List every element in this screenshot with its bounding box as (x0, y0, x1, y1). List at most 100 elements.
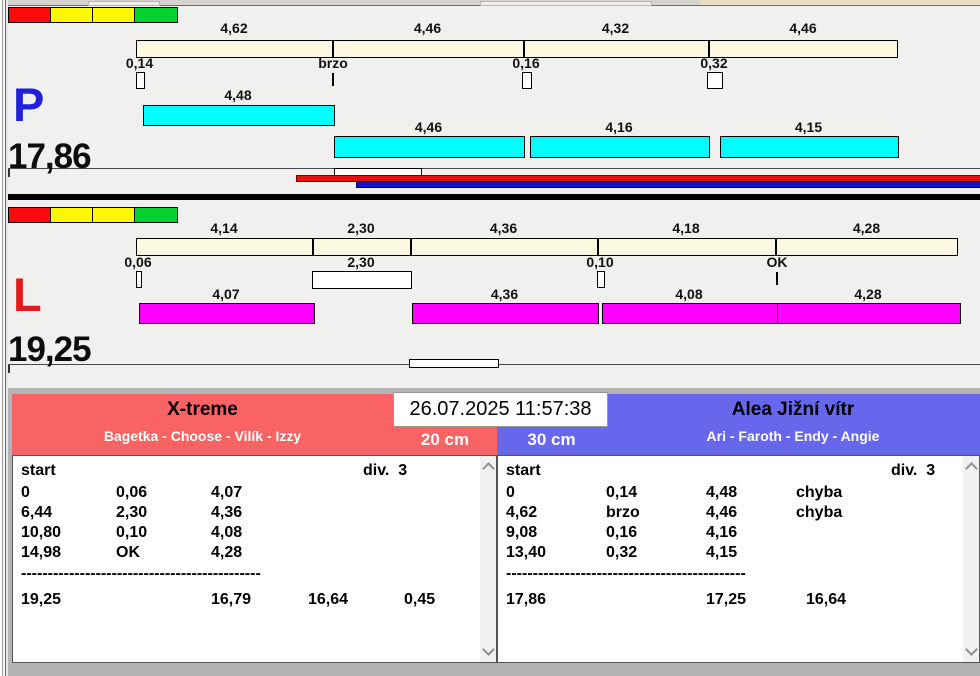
split-time-label: 4,18 (672, 220, 700, 236)
split-divider (312, 239, 314, 255)
start-light (50, 207, 94, 223)
dog-run-bar (777, 303, 961, 324)
dog-time-label: 4,15 (794, 119, 823, 135)
photocell-white-bar (409, 359, 499, 368)
left-team-name: X-treme (167, 399, 238, 420)
table-cell: 4,48 (706, 484, 738, 501)
split-divider (597, 239, 599, 255)
table-header-division: div. 3 (363, 462, 408, 479)
right-jump-height: 30 cm (527, 430, 576, 449)
table-cell: chyba (796, 504, 843, 521)
table-cell: 0,14 (606, 484, 638, 501)
baseline-origin-tick (8, 169, 10, 177)
split-divider (332, 41, 334, 57)
split-time-label: 4,36 (489, 220, 518, 236)
chevron-down-icon[interactable] (482, 643, 495, 656)
right-team-name: Alea Jižní vítr (731, 399, 855, 420)
dog-time-label: 4,48 (224, 87, 252, 103)
chevron-up-icon[interactable] (965, 462, 978, 475)
split-time-label: 4,62 (220, 20, 248, 36)
left-team-dogs: Bagetka - Choose - Vilík - Izzy (103, 428, 302, 444)
table-separator: ----------------------------------------… (21, 569, 261, 582)
dog-run-bar (139, 303, 315, 324)
table-cell: brzo (606, 504, 640, 521)
right-results-table: start div. 3 0 0,14 4,48 chyba 4,62 brzo 4,46 chy… (497, 455, 980, 663)
change-time-label: 0,32 (700, 55, 728, 71)
table-total-cell: 0,45 (404, 591, 436, 608)
lane-divider (8, 194, 980, 200)
chevron-up-icon[interactable] (482, 462, 495, 475)
table-cell: 14,98 (21, 544, 62, 561)
table-total-cell: 16,64 (308, 591, 349, 608)
change-time-label: OK (766, 254, 788, 270)
table-cell: 6,44 (21, 504, 53, 521)
baseline-origin-tick (8, 365, 10, 373)
dog-run-bar (334, 136, 525, 158)
table-cell: 4,46 (706, 504, 738, 521)
table-cell: 13,40 (506, 544, 547, 561)
dog-time-label: 4,16 (605, 119, 633, 135)
table-cell: 0,10 (116, 524, 148, 541)
start-light (134, 207, 178, 223)
split-time-label: 4,46 (789, 20, 817, 36)
change-time-label: 0,14 (125, 55, 154, 71)
window-fragment (480, 1, 652, 6)
lane-p-total-time: 17,86 (8, 137, 92, 176)
split-divider (523, 41, 525, 57)
change-time-label: brzo (318, 55, 348, 71)
table-cell: 9,08 (506, 524, 538, 541)
table-separator: ----------------------------------------… (506, 569, 746, 582)
table-cell: 2,30 (116, 504, 148, 521)
table-cell: 0,16 (606, 524, 638, 541)
left-results-table: start div. 3 0 0,06 4,07 6,44 2,30 4,36 10,80 0,1… (12, 455, 497, 663)
table-cell: 0 (21, 484, 30, 501)
table-cell: 4,36 (211, 504, 243, 521)
split-time-label: 4,14 (210, 220, 238, 236)
split-divider (708, 41, 710, 57)
split-time-label: 4,46 (413, 20, 442, 36)
window-fragment (88, 1, 160, 6)
split-divider (775, 239, 777, 255)
split-time-label: 2,30 (347, 220, 375, 236)
table-total-cell: 17,86 (506, 591, 547, 608)
split-time-label: 4,32 (601, 20, 630, 36)
table-scrollbar[interactable] (963, 456, 979, 662)
panel-baseline (8, 168, 980, 169)
table-total-cell: 17,25 (706, 591, 747, 608)
change-window-box (136, 72, 145, 89)
table-cell: 4,16 (706, 524, 738, 541)
table-header-division: div. 3 (891, 462, 936, 479)
table-cell: chyba (796, 484, 843, 501)
change-time-label: 0,06 (124, 254, 152, 270)
change-tick (332, 73, 334, 86)
table-total-cell: 16,64 (806, 591, 847, 608)
change-window-box (597, 271, 605, 288)
split-time-label: 4,28 (852, 220, 881, 236)
lane-p-letter: P (13, 78, 45, 131)
left-jump-height: 20 cm (420, 430, 470, 449)
lane-l-letter: L (13, 268, 42, 321)
table-cell: 0 (506, 484, 515, 501)
dog-time-label: 4,08 (675, 286, 703, 302)
start-light (92, 207, 136, 223)
start-light (8, 207, 52, 223)
table-cell: 10,80 (21, 524, 62, 541)
dog-time-label: 4,36 (490, 286, 519, 302)
table-cell: 0,06 (116, 484, 148, 501)
change-window-bar (312, 271, 412, 289)
chevron-down-icon[interactable] (965, 643, 978, 656)
change-tick (776, 272, 778, 285)
table-header-start: start (21, 462, 56, 479)
start-light (50, 7, 94, 23)
table-cell: 4,28 (211, 544, 243, 561)
dog-run-bar (530, 136, 710, 158)
table-cell: 4,07 (211, 484, 243, 501)
start-light (134, 7, 178, 23)
dog-run-bar (602, 303, 778, 324)
table-cell: 4,15 (706, 544, 738, 561)
change-time-label: 0,10 (586, 254, 614, 270)
photocell-blue-bar (356, 181, 980, 188)
table-header-start: start (506, 462, 541, 479)
table-scrollbar[interactable] (480, 456, 496, 662)
